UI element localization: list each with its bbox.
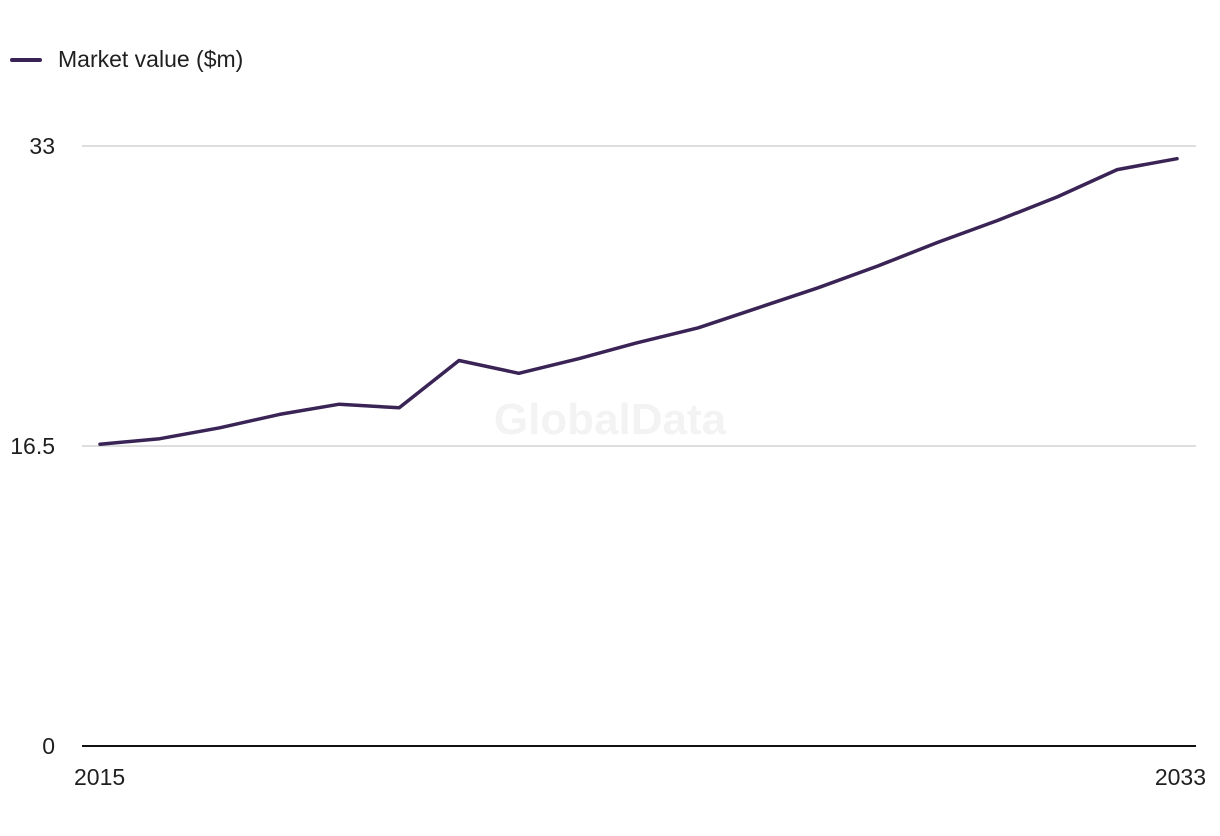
series-line-market-value — [98, 156, 1179, 446]
data-point-2021 — [457, 359, 461, 363]
data-point-2025 — [696, 326, 700, 330]
gridlines — [82, 145, 1196, 447]
data-point-2031 — [1055, 195, 1059, 199]
x-tick-label: 2015 — [74, 764, 125, 790]
x-tick-label: 2033 — [1155, 764, 1206, 790]
data-point-2017 — [218, 426, 222, 430]
data-point-2029 — [936, 240, 940, 244]
legend-label: Market value ($m) — [58, 46, 244, 72]
data-point-2019 — [337, 402, 341, 406]
watermark: GlobalData — [494, 395, 727, 444]
legend: Market value ($m) — [10, 46, 243, 73]
data-point-2030 — [996, 219, 1000, 223]
data-point-2023 — [577, 357, 581, 361]
y-tick-label: 33 — [29, 133, 55, 159]
data-point-2018 — [278, 412, 282, 416]
y-tick-label: 16.5 — [10, 433, 55, 459]
data-point-2026 — [756, 306, 760, 310]
data-point-2020 — [397, 406, 401, 410]
data-point-2022 — [517, 371, 521, 375]
data-point-2028 — [876, 264, 880, 268]
y-tick-label: 0 — [42, 733, 55, 759]
data-point-2032 — [1115, 168, 1119, 172]
legend-swatch — [10, 57, 42, 62]
data-point-2016 — [158, 437, 162, 441]
data-point-2015 — [98, 442, 102, 446]
x-axis-ticks: 2015 2033 — [74, 764, 1206, 790]
data-point-2027 — [816, 286, 820, 290]
y-axis-ticks: 0 16.5 33 — [10, 133, 55, 759]
data-point-2024 — [637, 340, 641, 344]
data-point-2033 — [1175, 157, 1179, 161]
